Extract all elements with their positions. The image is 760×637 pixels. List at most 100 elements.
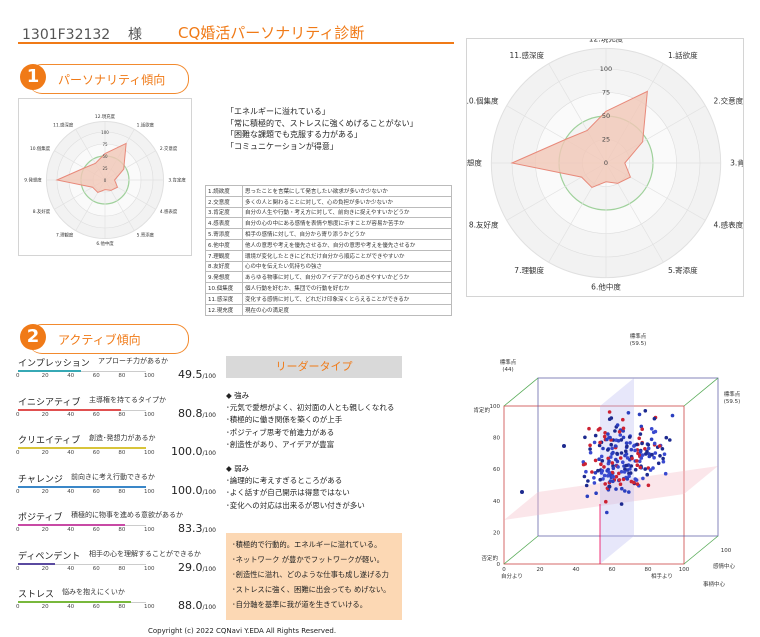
radar-axis-label: 12.現充度: [589, 39, 624, 44]
scatter-point: [608, 479, 613, 483]
scatter-point: [616, 465, 620, 469]
report-title: CQ婚活パーソナリティ診断: [178, 24, 365, 42]
radar-axis-label: 11.感深度: [53, 122, 74, 129]
metric-desc: 創造･発想力があるか: [89, 434, 156, 442]
radar-tick-label: 0: [604, 159, 608, 167]
scatter-point: [635, 459, 639, 463]
scatter-point: [661, 459, 666, 464]
metric-desc: 相手の心を理解することができるか: [89, 549, 201, 558]
metric-value: 100.0/100: [171, 483, 216, 497]
scatter-point: [618, 456, 623, 460]
metric-name: ディペンデント: [18, 551, 81, 562]
cube-y-tick: 60: [493, 467, 500, 473]
weakness-item: ･よく話すが自己開示は得意ではない: [226, 488, 350, 498]
scatter-point: [639, 424, 644, 429]
definition-key: 8.友好度: [205, 260, 243, 273]
metric-value: 29.0/100: [178, 560, 216, 574]
scatter-point: [645, 472, 649, 477]
scatter-point: [592, 440, 597, 445]
metric-name: ポジティブ: [18, 513, 63, 523]
scatter-point: [641, 476, 645, 481]
radar-axis-label: 6.他中度: [591, 282, 621, 292]
scatter-point: [619, 470, 624, 474]
section2-banner: [28, 324, 189, 354]
metric-tick: 0: [16, 527, 20, 533]
metric-tick: 60: [92, 373, 100, 379]
scatter-point: [643, 467, 647, 471]
scatter-point: [638, 459, 642, 464]
radar-tick-label: 75: [102, 142, 108, 147]
cube-label-top-value: (59.5): [630, 341, 647, 347]
cube-horizontal-plane: [504, 466, 718, 520]
metric-bar: [18, 601, 131, 603]
cube-axis-emotion: 感情中心: [713, 562, 736, 570]
metric-tick: 80: [118, 565, 126, 572]
scatter-point: [609, 442, 613, 447]
honorific: 様: [128, 27, 143, 43]
scatter-point: [652, 416, 657, 421]
scatter-point: [592, 476, 596, 480]
cube-x-tick: 40: [573, 567, 580, 573]
cube-x-tick: 60: [609, 567, 616, 573]
metric-tick: 60: [92, 450, 100, 456]
scatter-point: [621, 426, 626, 431]
metric-tick: 20: [41, 488, 49, 495]
scatter-point: [601, 446, 605, 451]
metric-row: ディペンデント 相手の心を理解することができるか 0 20 40 60 80 100 29.0/…: [16, 547, 218, 583]
scatter-point: [640, 427, 644, 431]
scatter-point: [598, 426, 602, 431]
definition-key: 12.現充度: [205, 303, 243, 316]
definition-desc: 環境が変化したときにどれだけ自分から順応ことができやすいか: [242, 249, 452, 262]
cube-label-right: 標準点: [724, 390, 741, 398]
metric-desc: 積極的に物事を進める意欲があるか: [71, 511, 183, 519]
cube-x-tick: 80: [645, 567, 652, 573]
scatter-point: [622, 470, 627, 474]
radar-axis-label: 4.感表度: [713, 220, 743, 230]
definition-desc: 多くの人と関わることに対して、心の負担が多いか少ないか: [242, 195, 452, 208]
radar-value-polygon: [510, 90, 648, 189]
radar-axis-label: 7.理観度: [514, 265, 544, 275]
scatter-point: [597, 443, 602, 448]
metric-row: チャレンジ 前向きに考え行動できるか 0 20 40 60 80 100 100.0/100: [16, 470, 218, 506]
cube-edge: [683, 377, 719, 407]
scatter-point: [594, 491, 598, 495]
scatter-point: [638, 432, 643, 436]
scatter-point: [652, 441, 657, 446]
definition-key: 6.他中度: [205, 238, 243, 251]
scatter-point: [646, 443, 651, 447]
scatter-point: [633, 448, 637, 453]
scatter-point: [621, 435, 626, 440]
scatter-point: [623, 489, 627, 493]
scatter-point: [656, 461, 661, 466]
scatter-point: [643, 447, 647, 451]
metric-bar: [18, 485, 146, 488]
scatter-point: [638, 465, 643, 470]
scatter-point: [614, 474, 619, 479]
definition-key: 4.感表度: [205, 217, 243, 230]
definition-key: 11.感深度: [205, 292, 243, 305]
metric-value: 49.5/100: [178, 368, 216, 381]
cube-label-top: 標準点: [630, 332, 647, 340]
metric-tick: 0: [16, 450, 20, 456]
scatter-point: [605, 437, 609, 442]
metric-tick: 100: [144, 373, 155, 379]
scatter-point: [635, 482, 640, 486]
metric-bar: [18, 408, 122, 411]
cube-front-face: [503, 405, 685, 565]
scatter-point: [582, 474, 587, 479]
metric-tick: 100: [144, 604, 155, 610]
metric-value: 88.0/100: [178, 599, 216, 612]
scatter-point: [588, 447, 592, 451]
cube-x-tick: 20: [537, 567, 544, 573]
large-radar-chart: 0 25 50 75 100 12.現充度 1.話欲度 2.交意度 3.肯定度 4.感表度 5.寄添…: [452, 34, 760, 292]
definition-desc: 変化する感情に対して、どれだけ印象深くとらえることができるか: [242, 292, 452, 305]
metric-tick: 40: [67, 565, 75, 572]
scatter-point: [629, 464, 634, 468]
radar-axis-label: 12.現充度: [95, 113, 116, 120]
metric-tick: 40: [67, 450, 75, 456]
scatter-point: [639, 456, 644, 460]
definition-key: 5.寄添度: [205, 228, 243, 240]
scatter-point: [618, 433, 623, 437]
scatter-point: [608, 435, 612, 440]
